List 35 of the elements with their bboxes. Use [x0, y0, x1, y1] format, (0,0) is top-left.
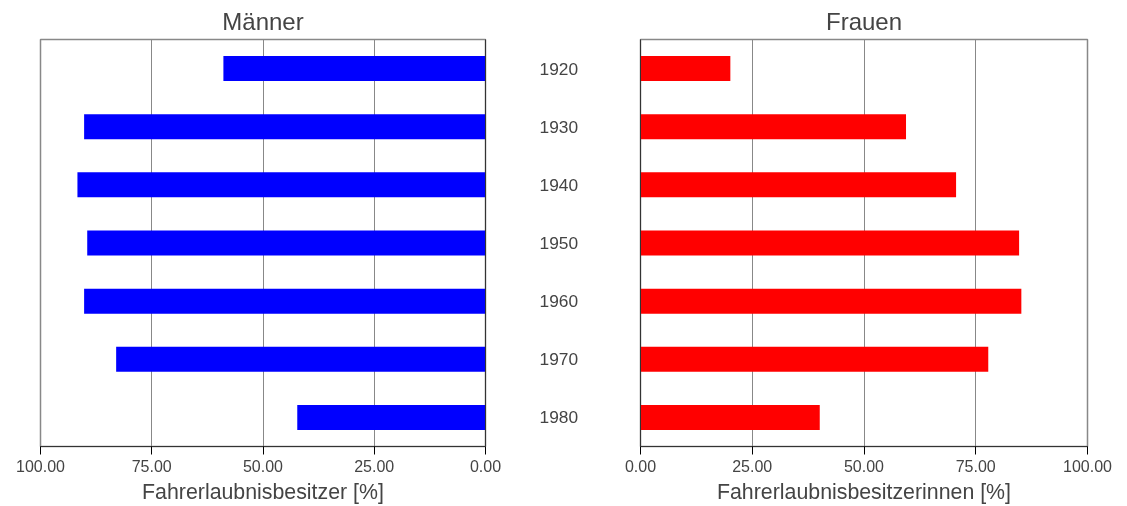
x-tick-label: 50.00	[242, 457, 284, 475]
x-tick-label: 100.00	[16, 457, 66, 475]
bar	[640, 404, 820, 430]
y-tick-label: 1920	[539, 58, 579, 79]
bar	[640, 172, 957, 198]
bar	[84, 114, 486, 140]
x-tick-label: 0.00	[624, 457, 657, 475]
y-tick-label: 1930	[539, 116, 579, 137]
x-tick-label: 25.00	[732, 457, 773, 475]
x-tick-label: 75.00	[131, 457, 172, 475]
chart-title: Männer	[222, 7, 304, 35]
x-axis-title: Fahrerlaubnisbesitzerinnen [%]	[716, 479, 1012, 504]
y-tick-label: 1960	[539, 291, 579, 312]
bar	[116, 346, 486, 372]
x-axis-title: Fahrerlaubnisbesitzer [%]	[142, 479, 384, 504]
bar	[640, 346, 989, 372]
y-tick-label: 1980	[539, 407, 579, 428]
bar	[84, 288, 486, 314]
bar	[640, 56, 731, 82]
bar	[297, 404, 486, 430]
x-tick-label: 100.00	[1063, 457, 1113, 475]
bar	[223, 56, 486, 82]
x-tick-label: 25.00	[354, 457, 395, 475]
bar	[87, 230, 486, 256]
bar	[77, 172, 486, 198]
x-tick-label: 75.00	[955, 457, 996, 475]
y-tick-label: 1940	[539, 174, 579, 195]
y-tick-label: 1950	[539, 233, 579, 253]
bar	[640, 114, 907, 140]
bar	[640, 230, 1020, 256]
x-tick-label: 50.00	[843, 457, 885, 475]
chart-title: Frauen	[825, 7, 903, 35]
y-tick-label: 1970	[539, 349, 579, 370]
bar	[640, 288, 1022, 314]
x-tick-label: 0.00	[469, 457, 502, 475]
